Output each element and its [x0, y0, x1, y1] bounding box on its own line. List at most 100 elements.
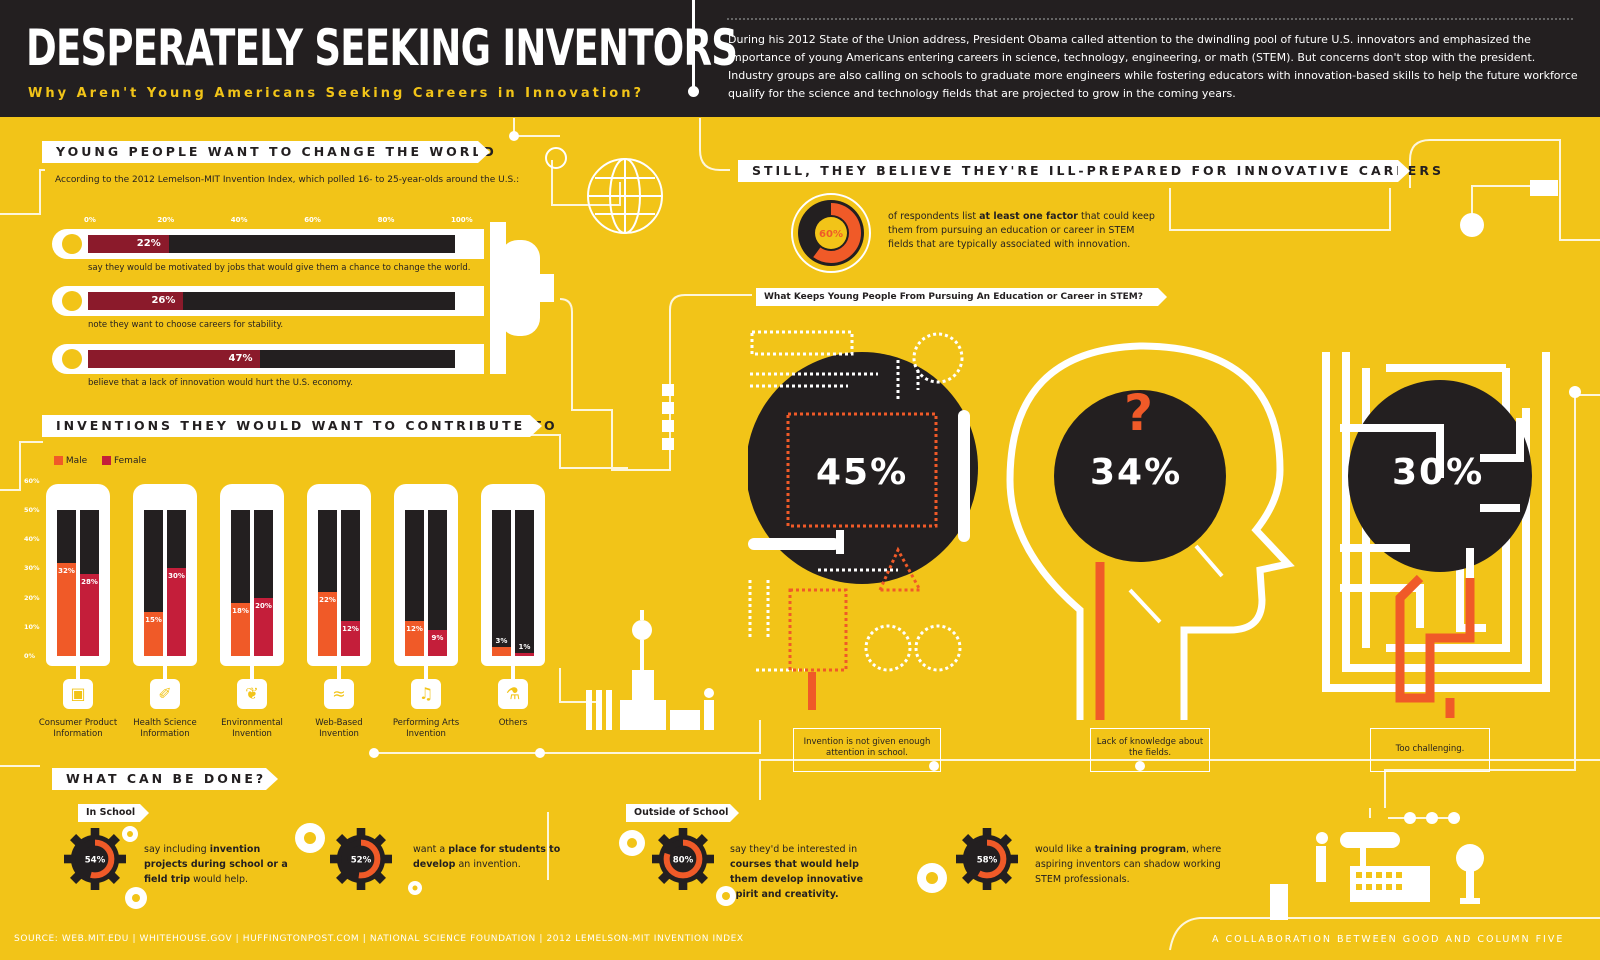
- invention-category-label-line: Health Science: [133, 718, 197, 728]
- music-note-icon: ♫: [411, 679, 441, 709]
- what-can-be-done-text-bold: invention projects during school or a fi…: [144, 844, 288, 885]
- reason-knowledge-caption: Lack of knowledge about the fields.: [1090, 728, 1210, 772]
- gear-icon: 52%: [330, 828, 392, 890]
- progress-bar-end-cap: [62, 349, 82, 369]
- section-heading-ill-prepared: STILL, THEY BELIEVE THEY'RE ILL-PREPARED…: [738, 160, 1441, 182]
- invention-column-track: 30%: [167, 510, 186, 656]
- progress-axis-tick: 80%: [377, 216, 395, 224]
- gear-progress-arc: [341, 839, 381, 879]
- invention-bar-label: 15%: [145, 616, 162, 625]
- invention-tube-stem: [163, 666, 167, 680]
- invention-bar-label: 28%: [81, 578, 98, 587]
- gear-progress-arc: [75, 839, 115, 879]
- gear-icon: 58%: [956, 828, 1018, 890]
- invention-bar-label: 9%: [431, 633, 444, 642]
- progress-bar-caption: believe that a lack of innovation would …: [88, 378, 353, 388]
- invention-category-label: Performing Arts Invention: [376, 718, 476, 740]
- footer-sources: SOURCE: WEB.MIT.EDU | WHITEHOUSE.GOV | H…: [14, 934, 744, 944]
- in-school-label: In School: [78, 804, 149, 822]
- gear-icon: 80%: [652, 828, 714, 890]
- legend-male-label: Male: [65, 456, 88, 466]
- invention-category-label-line: Invention: [319, 729, 359, 739]
- invention-bar-female: [254, 597, 273, 656]
- pipe-connector: [490, 222, 554, 374]
- gear-percent: 58%: [977, 855, 998, 865]
- invention-category-label-line: Invention: [406, 729, 446, 739]
- what-can-be-done-text-post: would help.: [190, 874, 249, 885]
- invention-category-label: Health Science Information: [115, 718, 215, 740]
- invention-bar-female: [80, 574, 99, 656]
- invention-category-label: Others: [463, 718, 563, 729]
- invention-bar-male: [405, 620, 424, 656]
- what-can-be-done-text: say including invention projects during …: [144, 842, 294, 887]
- what-can-be-done-text-post: , where aspiring inventors can shadow wo…: [1035, 844, 1222, 885]
- invention-column-track: 22%: [318, 510, 337, 656]
- intro-paragraph: During his 2012 State of the Union addre…: [728, 33, 1578, 100]
- invention-bar-label: 22%: [319, 595, 336, 604]
- header-divider: [692, 0, 695, 90]
- invention-column-track: 9%: [428, 510, 447, 656]
- gear-icon: 54%: [64, 828, 126, 890]
- invention-column-track: 3%: [492, 510, 511, 656]
- gear-percent: 54%: [85, 855, 106, 865]
- what-can-be-done-text-bold: training program: [1094, 844, 1187, 855]
- invention-tube: [46, 484, 110, 666]
- reason-school-percent: 45%: [816, 452, 909, 493]
- progress-bar-fill: 26%: [88, 292, 184, 310]
- invention-bar-female: [341, 620, 360, 656]
- section-heading-what-can-be-done: WHAT CAN BE DONE?: [52, 768, 278, 790]
- inventions-y-tick: 50%: [24, 506, 40, 514]
- invention-category-label-line: Information: [140, 729, 190, 739]
- flask-icon: ⚗: [498, 679, 528, 709]
- donut-60-percent: 60%: [791, 193, 871, 273]
- invention-bar-label: 3%: [495, 637, 508, 646]
- invention-tube: [307, 484, 371, 666]
- outside-school-label: Outside of School: [626, 804, 739, 822]
- invention-bar-male: [231, 603, 250, 656]
- what-can-be-done-text: would like a training program, where asp…: [1035, 842, 1225, 887]
- invention-bar-male: [144, 612, 163, 656]
- invention-column-track: 20%: [254, 510, 273, 656]
- invention-bar-label: 12%: [406, 624, 423, 633]
- inventions-y-tick: 40%: [24, 535, 40, 544]
- header-dot: [688, 86, 699, 97]
- invention-bar-female: [167, 568, 186, 656]
- gear-progress-arc: [663, 839, 703, 879]
- reason-school-illustration: [748, 330, 978, 710]
- invention-column-track: 12%: [405, 510, 424, 656]
- inventions-y-tick: 30%: [24, 564, 40, 573]
- inventor-machine-illustration: [1270, 812, 1484, 920]
- invention-tube: [394, 484, 458, 666]
- invention-column-track: 12%: [341, 510, 360, 656]
- invention-column-track: 32%: [57, 510, 76, 656]
- header-dotted-rule: [727, 18, 1573, 20]
- reason-challenging-maze-illustration: [1322, 352, 1550, 718]
- what-can-be-done-text-bold: place for students to develop: [413, 844, 561, 870]
- invention-category-label-line: Environmental: [221, 718, 283, 728]
- invention-category-label-line: Consumer Product: [38, 718, 118, 728]
- invention-bar-label: 1%: [518, 643, 531, 652]
- invention-bar-female: [428, 629, 447, 656]
- what-can-be-done-text-bold: courses that would help them develop inn…: [730, 859, 864, 900]
- progress-bar-end-cap: [62, 234, 82, 254]
- invention-tube-stem: [424, 666, 428, 680]
- invention-column-track: 28%: [80, 510, 99, 656]
- reason-knowledge-head-illustration: [1006, 342, 1295, 720]
- footer-credit: A COLLABORATION BETWEEN GOOD AND COLUMN …: [1212, 934, 1565, 945]
- what-can-be-done-text: say they'd be interested in courses that…: [730, 842, 880, 902]
- progress-axis-tick: 20%: [157, 216, 175, 224]
- page-title: DESPERATELY SEEKING INVENTORS: [26, 19, 738, 77]
- gear-percent: 80%: [673, 855, 694, 865]
- invention-bar-male: [57, 562, 76, 656]
- inventions-y-tick: 10%: [24, 622, 40, 631]
- legend: Male Female: [54, 456, 147, 466]
- invention-tube-stem: [250, 666, 254, 680]
- what-can-be-done-text: want a place for students to develop an …: [413, 842, 563, 872]
- legend-female-label: Female: [113, 456, 147, 466]
- section-heading-inventions: INVENTIONS THEY WOULD WANT TO CONTRIBUTE…: [42, 415, 555, 437]
- invention-bar-male: [492, 647, 511, 656]
- leaf-icon: ❦: [237, 679, 267, 709]
- invention-bar-male: [318, 591, 337, 656]
- invention-bar-label: 18%: [232, 607, 249, 616]
